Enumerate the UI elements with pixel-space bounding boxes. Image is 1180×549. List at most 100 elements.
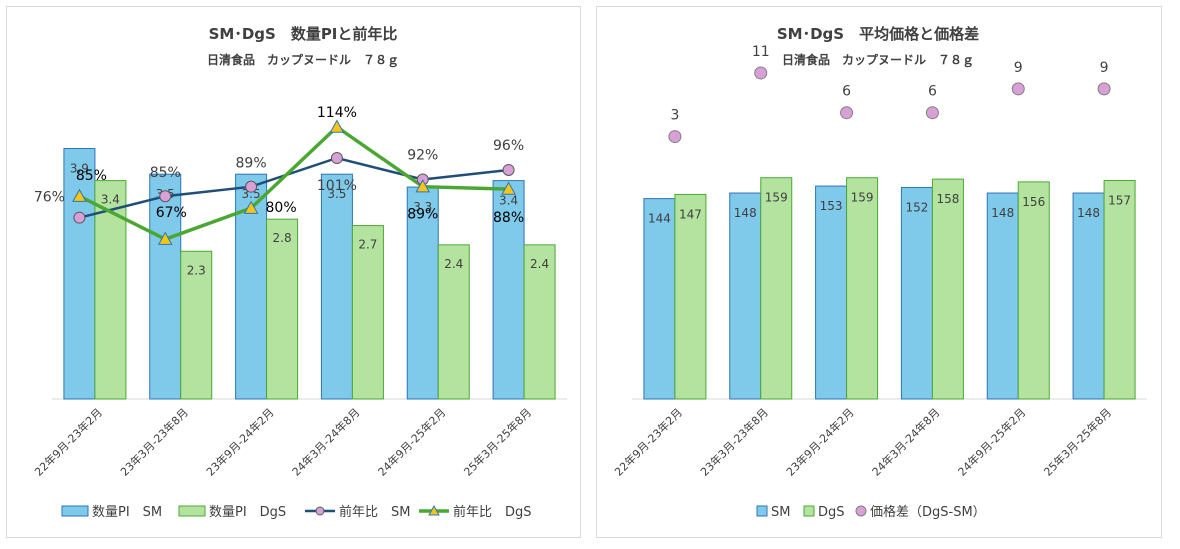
bar-dgs bbox=[1017, 181, 1050, 400]
bar-sm bbox=[492, 180, 525, 400]
x-tick-label: 24年3月-24年8月 bbox=[869, 405, 943, 479]
x-tick-label: 23年9月-24年2月 bbox=[203, 405, 277, 479]
bar-dgs bbox=[760, 177, 793, 400]
data-label-yoy-sm: 85% bbox=[150, 165, 181, 181]
marker-yoy-sm bbox=[159, 190, 172, 203]
bar-dgs bbox=[351, 225, 384, 400]
bar-label-sm: 144 bbox=[648, 212, 671, 226]
data-label-price-diff: 6 bbox=[842, 84, 851, 100]
data-label-price-diff: 6 bbox=[928, 84, 937, 100]
marker-price-diff bbox=[1011, 82, 1025, 96]
bar-label-sm: 153 bbox=[820, 199, 843, 213]
plot-area: 144 148 153 152 148 148 147 159 159 158 156 157 22年9… bbox=[612, 44, 1147, 479]
legend-label: SM bbox=[771, 505, 790, 520]
bar-label-sm: 148 bbox=[1077, 206, 1100, 220]
marker-yoy-sm bbox=[245, 180, 258, 193]
legend-label: 前年比 SM bbox=[339, 504, 410, 520]
legend-swatch bbox=[61, 505, 89, 517]
line-yoy-dgs bbox=[78, 124, 509, 242]
data-label-price-diff: 3 bbox=[670, 108, 679, 124]
bar-sm bbox=[63, 148, 96, 400]
data-label-yoy-dgs: 114% bbox=[317, 105, 357, 121]
bar-label-sm: 3.9 bbox=[70, 162, 89, 176]
x-tick-label: 22年9月-23年2月 bbox=[32, 405, 106, 479]
bar-label-dgs: 157 bbox=[1108, 194, 1131, 208]
data-label-yoy-dgs: 67% bbox=[156, 205, 187, 221]
chart-subtitle: 日清食品 カップヌードル ７８ｇ bbox=[782, 52, 974, 68]
bar-dgs bbox=[1103, 180, 1136, 400]
chart-panel-quantity-pi: SM･DgS 数量PIと前年比 日清食品 カップヌードル ７８ｇ 3.9 3.5 3… bbox=[6, 6, 581, 538]
bar-label-sm: 152 bbox=[905, 200, 928, 214]
chart-average-price: SM･DgS 平均価格と価格差 日清食品 カップヌードル ７８ｇ 144 148 1… bbox=[612, 25, 1147, 520]
bar-sm bbox=[149, 173, 182, 400]
legend: SM DgS 価格差（DgS-SM） bbox=[756, 504, 986, 520]
bar-dgs bbox=[437, 244, 470, 400]
legend-label: 数量PI DgS bbox=[209, 505, 286, 520]
x-tick-label: 25年3月-25年8月 bbox=[1041, 405, 1115, 479]
legend-swatch bbox=[803, 505, 815, 517]
marker-price-diff bbox=[840, 106, 854, 120]
bar-dgs bbox=[674, 193, 707, 400]
x-tick-label: 24年9月-25年2月 bbox=[375, 405, 449, 479]
marker-price-diff bbox=[925, 106, 939, 120]
plot-area: 3.93.53.53.53.33.43.42.32.82.72.42.422年9… bbox=[32, 105, 567, 479]
line-yoy-sm bbox=[79, 156, 509, 219]
bar-label-sm: 148 bbox=[991, 206, 1014, 220]
marker-yoy-sm bbox=[330, 152, 343, 165]
chart-title: SM･DgS 数量PIと前年比 bbox=[209, 25, 398, 43]
marker-price-diff bbox=[668, 130, 682, 144]
bar-label-sm: 3.5 bbox=[327, 187, 346, 201]
data-label-yoy-sm: 96% bbox=[493, 138, 524, 154]
bar-sm bbox=[1072, 192, 1105, 400]
legend-label: 価格差（DgS-SM） bbox=[870, 504, 986, 520]
data-label-yoy-dgs: 88% bbox=[493, 210, 524, 226]
bar-label-sm: 3.4 bbox=[499, 194, 518, 208]
marker-yoy-dgs bbox=[243, 200, 259, 214]
bar-label-dgs: 3.4 bbox=[101, 193, 120, 207]
bar-label-dgs: 2.3 bbox=[187, 263, 206, 277]
chart-panel-average-price: SM･DgS 平均価格と価格差 日清食品 カップヌードル ７８ｇ 144 148 1… bbox=[596, 6, 1162, 538]
bar-sm bbox=[320, 173, 353, 400]
legend-marker bbox=[855, 505, 867, 517]
marker-yoy-dgs bbox=[415, 179, 431, 193]
data-label-yoy-dgs: 89% bbox=[407, 207, 438, 223]
marker-yoy-dgs bbox=[72, 188, 87, 202]
data-label-yoy-dgs: 80% bbox=[266, 200, 297, 216]
legend-marker bbox=[315, 506, 325, 516]
marker-price-diff bbox=[1097, 82, 1111, 96]
x-tick-label: 22年9月-23年2月 bbox=[612, 405, 686, 479]
legend-label: DgS bbox=[818, 505, 845, 520]
bar-label-dgs: 159 bbox=[851, 191, 874, 205]
bar-label-dgs: 2.7 bbox=[358, 238, 377, 252]
marker-yoy-dgs bbox=[157, 231, 173, 245]
data-label-price-diff: 11 bbox=[752, 44, 770, 60]
data-label-yoy-sm: 92% bbox=[407, 148, 438, 164]
bar-label-dgs: 2.8 bbox=[273, 231, 292, 245]
bar-dgs bbox=[931, 178, 964, 400]
bar-label-sm: 3.5 bbox=[242, 187, 261, 201]
marker-yoy-dgs bbox=[329, 119, 345, 133]
legend-label: 前年比 DgS bbox=[453, 504, 532, 520]
bar-sm bbox=[815, 185, 848, 400]
bar-sm bbox=[986, 192, 1019, 400]
legend-label: 数量PI SM bbox=[92, 505, 162, 520]
bar-label-dgs: 159 bbox=[765, 191, 788, 205]
bar-label-dgs: 2.4 bbox=[530, 257, 549, 271]
data-label-yoy-sm: 101% bbox=[317, 178, 357, 194]
data-label-yoy-sm: 89% bbox=[236, 156, 267, 172]
x-tick-label: 23年3月-23年8月 bbox=[117, 405, 191, 479]
marker-yoy-sm bbox=[73, 211, 86, 224]
chart-quantity-pi: SM･DgS 数量PIと前年比 日清食品 カップヌードル ７８ｇ 3.9 3.5 3… bbox=[32, 25, 567, 520]
bar-label-dgs: 147 bbox=[679, 207, 702, 221]
data-label-price-diff: 9 bbox=[1100, 60, 1109, 76]
legend-swatch bbox=[178, 505, 206, 517]
legend-marker bbox=[428, 504, 440, 516]
x-tick-label: 25年3月-25年8月 bbox=[461, 405, 535, 479]
data-label-price-diff: 9 bbox=[1014, 60, 1023, 76]
x-tick-label: 24年9月-25年2月 bbox=[955, 405, 1029, 479]
marker-yoy-sm bbox=[502, 163, 515, 176]
bar-dgs bbox=[266, 218, 299, 400]
bar-label-sm: 148 bbox=[734, 206, 757, 220]
bar-dgs bbox=[523, 244, 556, 400]
data-label-yoy-dgs: 85% bbox=[76, 168, 107, 184]
